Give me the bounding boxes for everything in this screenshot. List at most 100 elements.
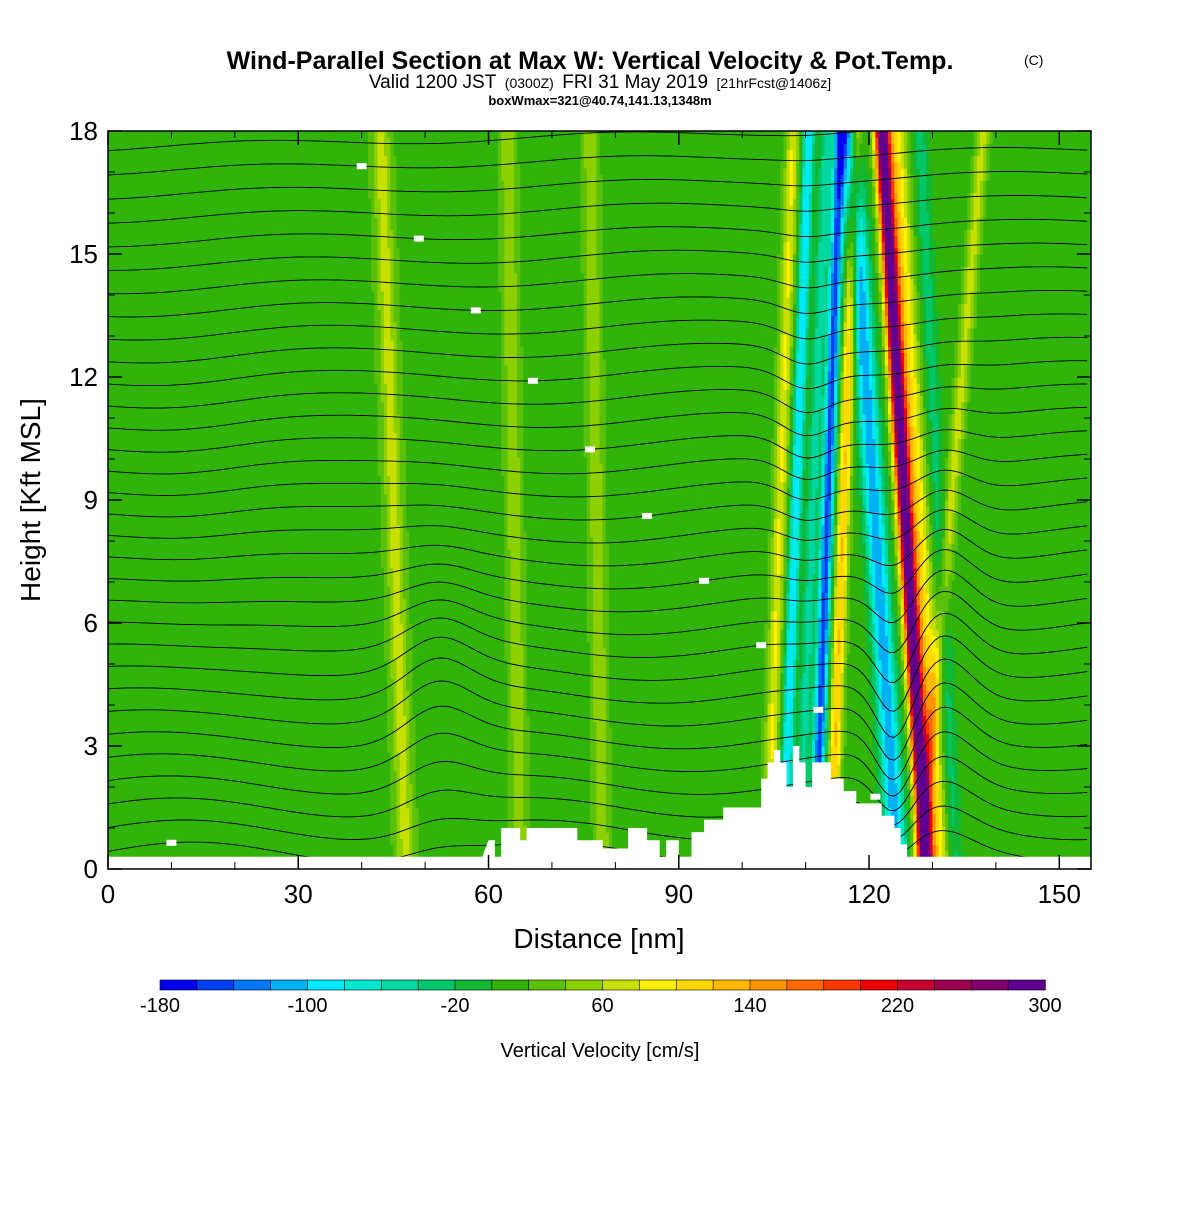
velocity-cell	[409, 813, 414, 821]
velocity-cell	[605, 407, 775, 415]
velocity-cell	[954, 813, 962, 821]
velocity-cell	[796, 727, 800, 735]
velocity-cell	[777, 395, 781, 403]
velocity-cell	[929, 432, 934, 440]
velocity-cell	[805, 450, 810, 458]
velocity-cell	[792, 487, 800, 495]
velocity-cell	[859, 432, 864, 440]
velocity-cell	[589, 500, 604, 507]
velocity-cell	[387, 684, 394, 692]
velocity-cell	[935, 690, 940, 698]
velocity-cell	[948, 727, 953, 735]
velocity-cell	[903, 641, 908, 649]
velocity-cell	[777, 672, 781, 679]
velocity-cell	[872, 561, 876, 569]
velocity-cell	[894, 426, 899, 433]
velocity-cell	[799, 543, 804, 550]
velocity-cell	[399, 567, 404, 575]
velocity-cell	[609, 635, 765, 643]
velocity-cell	[935, 524, 940, 532]
velocity-cell	[932, 819, 937, 827]
velocity-cell	[773, 407, 778, 415]
velocity-cell	[387, 518, 391, 526]
velocity-cell	[789, 770, 794, 778]
velocity-cell	[808, 721, 813, 729]
velocity-cell	[964, 420, 968, 427]
velocity-cell	[881, 389, 886, 397]
velocity-cell	[818, 727, 823, 735]
velocity-cell	[799, 481, 804, 489]
velocity-cell	[856, 469, 861, 476]
velocity-cell	[504, 536, 509, 544]
velocity-cell	[108, 752, 391, 759]
velocity-cell	[945, 629, 949, 636]
velocity-cell	[383, 635, 391, 643]
velocity-cell	[799, 678, 804, 686]
velocity-cell	[786, 629, 791, 636]
velocity-cell	[884, 629, 889, 636]
velocity-cell	[881, 518, 886, 526]
velocity-cell	[894, 524, 899, 532]
velocity-cell	[799, 733, 804, 741]
velocity-cell	[589, 733, 597, 741]
velocity-cell	[910, 506, 915, 513]
velocity-cell	[526, 678, 591, 686]
velocity-cell	[412, 647, 505, 655]
velocity-cell	[824, 641, 829, 649]
velocity-cell	[843, 782, 876, 790]
velocity-cell	[821, 420, 826, 427]
velocity-cell	[919, 616, 924, 624]
velocity-cell	[964, 395, 968, 403]
velocity-cell	[605, 795, 613, 802]
velocity-cell	[856, 450, 861, 458]
velocity-cell	[900, 733, 905, 741]
velocity-cell	[941, 758, 946, 766]
velocity-cell	[786, 395, 791, 403]
velocity-cell	[609, 666, 765, 673]
velocity-cell	[884, 543, 889, 550]
velocity-cell	[878, 616, 886, 624]
velocity-cell	[897, 795, 902, 802]
velocity-cell	[900, 752, 905, 759]
velocity-cell	[377, 389, 382, 397]
velocity-cell	[596, 789, 607, 796]
velocity-cell	[948, 463, 953, 470]
velocity-cell	[612, 739, 762, 747]
velocity-cell	[789, 573, 797, 581]
velocity-cell	[932, 746, 937, 753]
velocity-cell	[773, 702, 778, 710]
velocity-cell	[523, 407, 585, 415]
velocity-cell	[789, 500, 794, 507]
velocity-cell	[919, 549, 924, 556]
velocity-cell	[808, 727, 813, 735]
velocity-cell	[412, 666, 509, 673]
velocity-cell	[393, 684, 398, 692]
velocity-cell	[406, 506, 505, 513]
velocity-cell	[586, 555, 594, 563]
velocity-cell	[501, 469, 509, 476]
velocity-cell	[786, 616, 791, 624]
velocity-cell	[894, 573, 899, 581]
velocity-cell	[589, 493, 604, 501]
velocity-cell	[593, 641, 604, 649]
velocity-cell	[938, 659, 943, 667]
velocity-cell	[507, 782, 515, 790]
velocity-cell	[377, 383, 382, 390]
velocity-cell	[945, 500, 949, 507]
velocity-cell	[824, 506, 829, 513]
velocity-cell	[612, 838, 759, 845]
velocity-cell	[412, 635, 505, 643]
velocity-cell	[960, 506, 1091, 513]
velocity-cell	[913, 789, 918, 796]
velocity-cell	[929, 844, 934, 852]
velocity-cell	[507, 426, 518, 433]
velocity-cell	[869, 555, 873, 563]
velocity-cell	[951, 579, 1091, 587]
velocity-cell	[399, 475, 407, 483]
velocity-cell	[612, 825, 759, 833]
velocity-cell	[773, 444, 778, 452]
velocity-cell	[865, 438, 876, 446]
velocity-cell	[840, 721, 845, 729]
velocity-cell	[916, 610, 921, 618]
velocity-cell	[402, 690, 410, 698]
